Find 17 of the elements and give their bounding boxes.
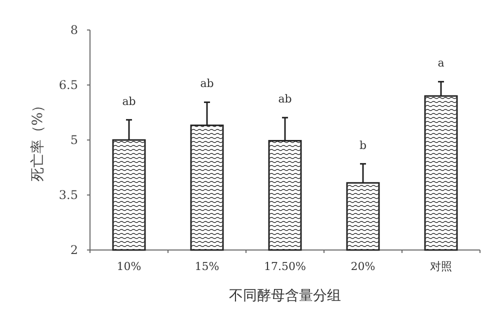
annotation: ab [200, 77, 214, 90]
x-tick-label: 15% [194, 260, 220, 273]
x-tick-label: 20% [350, 260, 376, 273]
x-axis-title: 不同酵母含量分组 [229, 288, 341, 304]
annotation: ab [278, 92, 292, 106]
x-tick-label: 10% [116, 260, 142, 273]
y-tick-label: 5 [70, 133, 78, 147]
annotation: ab [122, 94, 136, 108]
x-tick-label: 对照 [430, 260, 452, 273]
x-tick-label: 17.50% [264, 260, 306, 273]
y-axis-title: 死亡率（%） [30, 98, 46, 182]
y-tick-label: 8 [70, 23, 78, 37]
annotation: b [359, 138, 367, 152]
y-tick-label: 3.5 [58, 188, 78, 202]
y-tick-label: 6.5 [58, 78, 78, 92]
annotation: a [438, 56, 445, 70]
y-tick-label: 2 [70, 243, 78, 257]
